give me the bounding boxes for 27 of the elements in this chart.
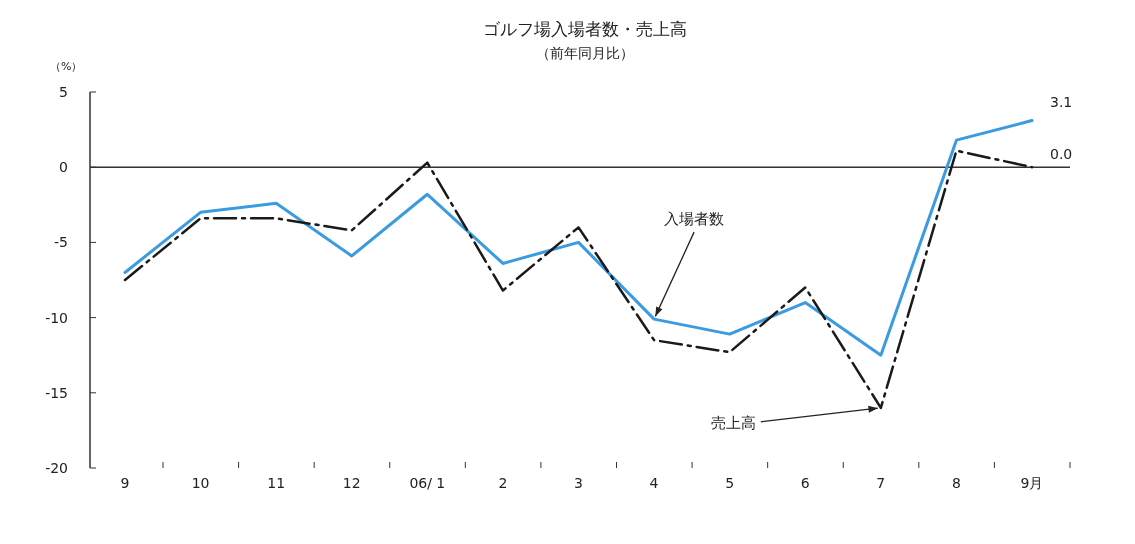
annotation: 入場者数 (664, 210, 725, 229)
x-tick-label: 11 (267, 475, 286, 491)
data-label: 3.1 (1050, 93, 1073, 110)
x-tick-label: 6 (800, 475, 810, 491)
y-tick-label: 0 (59, 159, 68, 176)
x-tick-label: 3 (574, 475, 583, 491)
x-tick-label: 12 (342, 475, 361, 491)
y-tick-label: 5 (59, 84, 68, 100)
x-tick-label: 7 (876, 475, 886, 491)
x-tick-label: 2 (498, 475, 508, 491)
annotation: 売上高 (710, 413, 756, 432)
x-tick-label: 8 (951, 475, 961, 491)
data-label: 0.0 (1050, 146, 1073, 163)
y-tick-label: -5 (54, 234, 68, 251)
x-tick-label: 9月 (1020, 475, 1044, 491)
line-series (123, 119, 1034, 357)
x-tick-label: 10 (191, 475, 210, 491)
chart-subtitle: （前年同月比） (536, 45, 634, 61)
x-tick-label: 06/ 1 (409, 475, 446, 491)
y-axis-title: （%） (50, 60, 83, 73)
x-tick-label: 9 (120, 475, 130, 491)
y-tick-label: -10 (45, 309, 68, 326)
y-tick-label: -20 (45, 460, 68, 476)
x-tick-label: 5 (725, 475, 735, 491)
chart-title: ゴルフ場入場者数・売上高 (483, 19, 687, 39)
x-tick-label: 4 (649, 475, 659, 491)
y-tick-label: -15 (45, 384, 68, 401)
